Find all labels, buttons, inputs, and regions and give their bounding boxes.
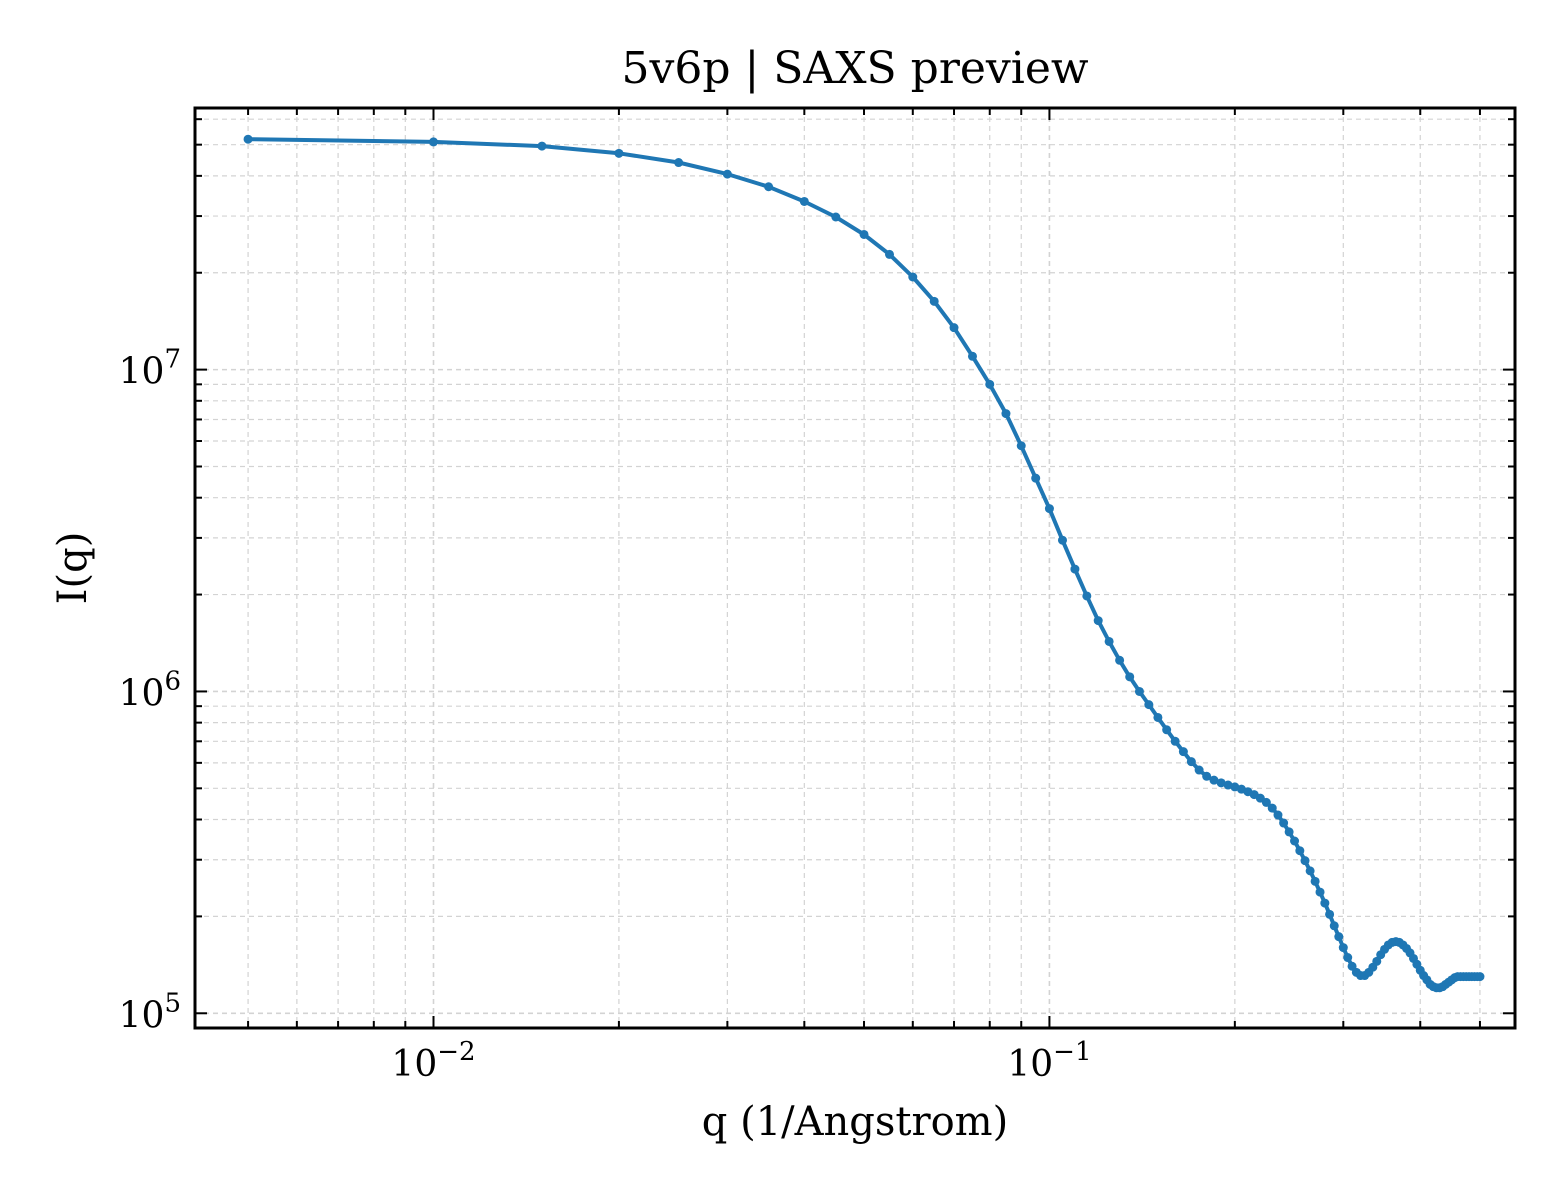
data-point — [674, 158, 684, 168]
data-point — [1315, 887, 1325, 897]
data-point — [1186, 757, 1196, 767]
data-point — [1209, 775, 1219, 785]
data-point — [1070, 564, 1080, 574]
data-point — [985, 379, 995, 389]
data-point — [1194, 765, 1204, 775]
data-point — [1223, 780, 1233, 790]
data-point — [1057, 535, 1067, 545]
x-tick-label: 10−2 — [391, 1037, 475, 1085]
data-point — [1300, 856, 1310, 866]
data-point — [1202, 771, 1212, 781]
data-point — [1273, 810, 1283, 820]
data-point — [537, 141, 547, 151]
data-point — [831, 212, 841, 222]
y-tick-label: 105 — [119, 988, 181, 1036]
data-point — [799, 196, 809, 206]
data-point — [1104, 636, 1114, 646]
data-point — [1044, 504, 1054, 514]
data-point — [764, 182, 774, 192]
series-layer — [243, 134, 1485, 993]
data-point — [1115, 655, 1125, 665]
grid — [195, 108, 1515, 1029]
data-point — [1031, 473, 1041, 483]
data-point — [1267, 803, 1277, 813]
data-point — [1320, 898, 1330, 908]
data-point — [1162, 725, 1172, 735]
data-point — [1338, 943, 1348, 953]
plot-frame — [193, 106, 1517, 1030]
data-point — [929, 296, 939, 306]
y-tick-label: 106 — [119, 666, 181, 714]
data-point — [1093, 616, 1103, 626]
data-point — [908, 272, 918, 282]
data-point — [1134, 686, 1144, 696]
data-point — [1261, 797, 1271, 807]
data-point — [428, 137, 438, 147]
data-point — [1295, 846, 1305, 856]
data-point — [1082, 591, 1092, 601]
data-point — [1343, 953, 1353, 963]
data-point — [1284, 827, 1294, 837]
data-point — [1016, 441, 1026, 451]
chart-title: 5v6p | SAXS preview — [621, 43, 1088, 94]
y-axis-label: I(q) — [50, 532, 96, 605]
data-point — [1170, 736, 1180, 746]
data-point — [243, 134, 253, 144]
data-point — [1001, 409, 1011, 419]
data-point — [1310, 876, 1320, 886]
data-point — [1216, 778, 1226, 788]
data-point — [885, 249, 895, 259]
data-point — [1153, 712, 1163, 722]
data-point — [614, 148, 624, 158]
data-point — [1475, 972, 1485, 982]
data-point — [949, 323, 959, 333]
data-point — [1325, 909, 1335, 919]
data-point — [1372, 956, 1382, 966]
y-tick-label: 107 — [119, 345, 181, 393]
data-point — [1144, 700, 1154, 710]
data-point — [1279, 818, 1289, 828]
data-point — [1329, 921, 1339, 931]
data-point — [967, 351, 977, 361]
x-axis-label: q (1/Angstrom) — [702, 1099, 1008, 1145]
data-point — [1290, 836, 1300, 846]
data-point — [859, 229, 869, 239]
data-point — [1334, 932, 1344, 942]
x-tick-label: 10−1 — [1007, 1037, 1091, 1085]
data-point — [1125, 672, 1135, 682]
data-point — [1178, 747, 1188, 757]
data-point — [1305, 866, 1315, 876]
data-point — [722, 169, 732, 179]
